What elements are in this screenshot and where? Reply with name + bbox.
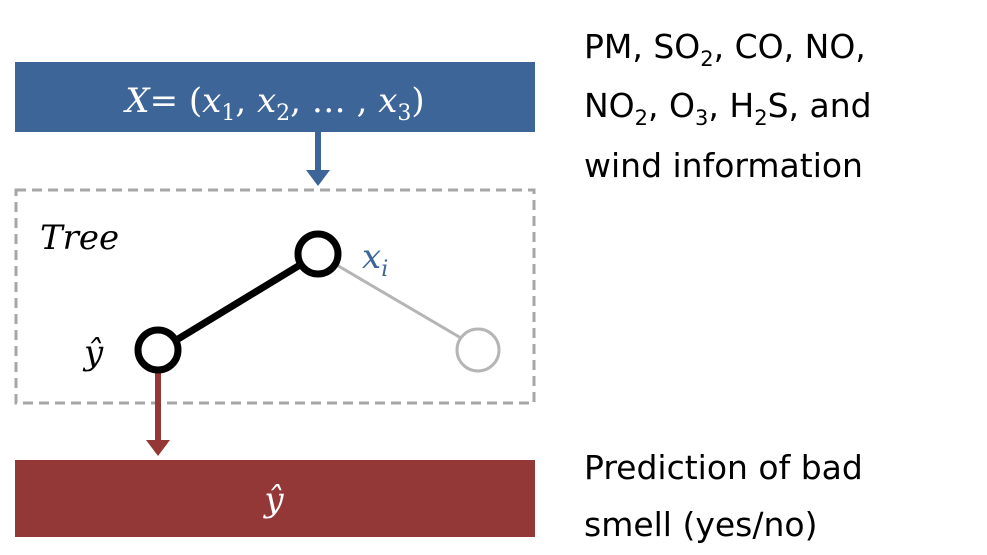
tree-box [14, 188, 536, 405]
right-leaf-node [455, 327, 501, 373]
input-description-line-3: wind information [584, 146, 863, 185]
input-description-line-1: PM, SO2, CO, NO, [584, 27, 866, 71]
tree-label: Tree [40, 218, 119, 258]
prediction-box-label: ŷ [262, 480, 284, 520]
leaf-prediction-label: ŷ [82, 333, 104, 373]
input-description-line-2: NO2, O3, H2S, and [584, 86, 872, 130]
tree-edge-right [317, 252, 479, 350]
split-feature-label: xi [362, 237, 388, 282]
input-vector-box [15, 62, 535, 132]
root-node [294, 230, 342, 278]
output-description-line-1: Prediction of bad [584, 448, 863, 487]
input-arrowhead [306, 170, 330, 186]
output-description-line-2: smell (yes/no) [584, 505, 817, 544]
tree-edge-left [158, 251, 320, 353]
output-arrowhead [146, 440, 170, 456]
left-leaf-node [134, 326, 182, 374]
input-vector-formula: X= (x1, x2, … , x3) [122, 81, 424, 126]
prediction-box [15, 460, 535, 537]
